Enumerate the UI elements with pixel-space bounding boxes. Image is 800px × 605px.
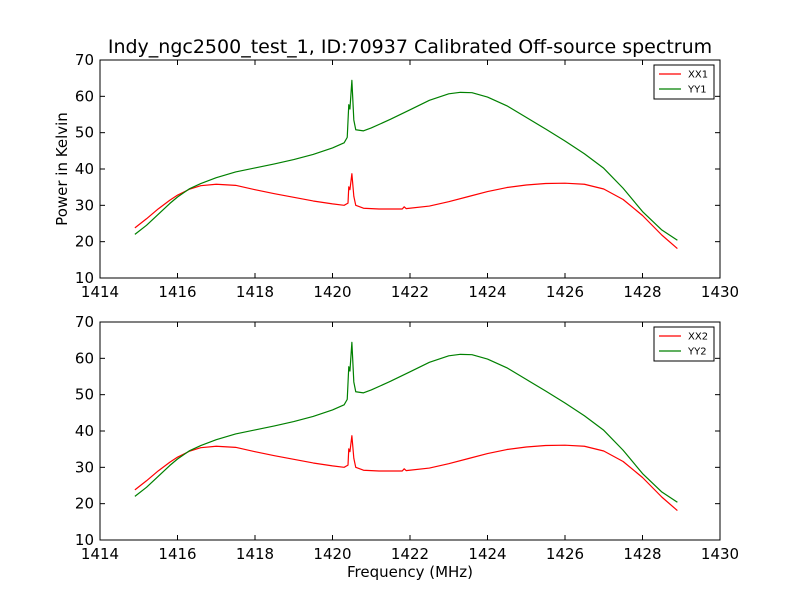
legend-label-yy1: YY1	[687, 85, 707, 96]
y-tick-label: 50	[75, 124, 94, 142]
y-tick-label: 40	[75, 160, 94, 178]
x-tick-label: 1420	[313, 545, 351, 563]
x-tick-label: 1422	[391, 545, 429, 563]
x-tick-label: 1418	[236, 283, 274, 301]
x-tick-label: 1430	[701, 283, 739, 301]
x-tick-label: 1420	[313, 283, 351, 301]
x-tick-label: 1416	[158, 545, 196, 563]
x-tick-label: 1414	[81, 283, 119, 301]
legend-label-xx1: XX1	[688, 70, 708, 81]
y-tick-label: 10	[75, 269, 94, 287]
series-line-yy2	[134, 341, 678, 503]
x-tick-label: 1428	[623, 545, 661, 563]
y-tick-label: 30	[75, 458, 94, 476]
y-tick-label: 20	[75, 233, 94, 251]
legend-box	[653, 64, 715, 100]
y-tick-label: 70	[75, 313, 94, 331]
series-line-xx2	[134, 435, 678, 512]
x-tick-label: 1416	[158, 283, 196, 301]
y-tick-label: 60	[75, 349, 94, 367]
x-tick-label: 1426	[546, 545, 584, 563]
x-tick-label: 1424	[468, 545, 506, 563]
x-tick-label: 1414	[81, 545, 119, 563]
x-tick-label: 1430	[701, 545, 739, 563]
series-line-yy1	[134, 79, 678, 241]
y-tick-label: 10	[75, 531, 94, 549]
chart-title: Indy_ngc2500_test_1, ID:70937 Calibrated…	[108, 36, 712, 58]
y-axis-label: Power in Kelvin	[53, 112, 71, 226]
y-tick-label: 60	[75, 87, 94, 105]
x-tick-label: 1418	[236, 545, 274, 563]
legend-box	[653, 326, 715, 362]
x-axis-label: Frequency (MHz)	[347, 563, 473, 581]
plot-2: 1414 1416 1418 1420 1422 1424 1426 1428 1430 10 20…	[75, 313, 739, 581]
series-line-xx1	[134, 173, 678, 250]
plots: 1414 1416 1418 1420 1422 1424 1426 1428 1430 10 20…	[53, 51, 739, 581]
plot-1: 1414 1416 1418 1420 1422 1424 1426 1428 1430 10 20…	[53, 51, 739, 301]
x-tick-label: 1424	[468, 283, 506, 301]
y-tick-label: 30	[75, 196, 94, 214]
y-tick-label: 50	[75, 386, 94, 404]
y-tick-label: 20	[75, 495, 94, 513]
x-tick-label: 1422	[391, 283, 429, 301]
x-tick-label: 1426	[546, 283, 584, 301]
x-tick-label: 1428	[623, 283, 661, 301]
legend-label-yy2: YY2	[687, 347, 707, 358]
legend-label-xx2: XX2	[688, 332, 708, 343]
y-tick-label: 70	[75, 51, 94, 69]
y-tick-label: 40	[75, 422, 94, 440]
